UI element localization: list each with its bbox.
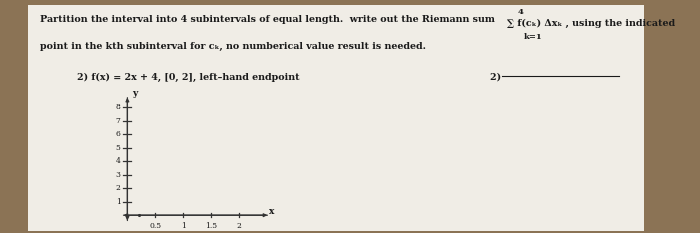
Text: 4: 4 [116,157,120,165]
Text: 5: 5 [116,144,120,152]
Text: 6: 6 [116,130,120,138]
Text: 1: 1 [181,222,186,230]
Text: 2: 2 [237,222,241,230]
Text: x: x [269,207,274,216]
Text: 0.5: 0.5 [149,222,162,230]
Text: 1.5: 1.5 [205,222,218,230]
Text: 2): 2) [490,72,505,82]
Text: 4: 4 [518,8,524,16]
Text: 2) f(x) = 2x + 4, [0, 2], left–hand endpoint: 2) f(x) = 2x + 4, [0, 2], left–hand endp… [77,72,300,82]
Text: y: y [132,89,137,98]
Text: ∑ f(cₖ) Δxₖ , using the indicated: ∑ f(cₖ) Δxₖ , using the indicated [508,19,676,28]
Text: 3: 3 [116,171,120,179]
Text: 2: 2 [116,184,120,192]
Text: 8: 8 [116,103,120,111]
Text: Partition the interval into 4 subintervals of equal length.  write out the Riema: Partition the interval into 4 subinterva… [41,15,495,24]
Text: 1: 1 [116,198,120,206]
Text: 7: 7 [116,116,120,125]
Text: point in the kth subinterval for cₖ, no numberical value result is needed.: point in the kth subinterval for cₖ, no … [41,42,426,51]
Text: k=1: k=1 [524,33,542,41]
